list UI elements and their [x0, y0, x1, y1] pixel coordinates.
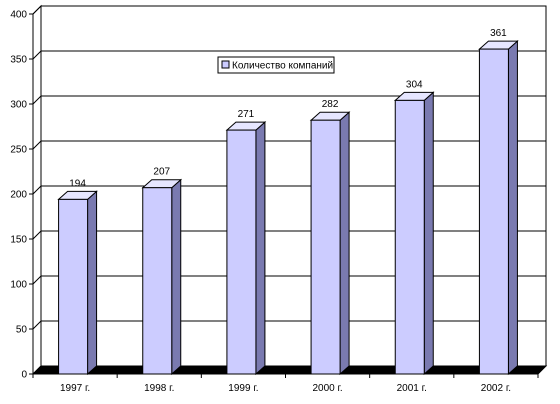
x-tick-label: 1997 г.	[60, 383, 90, 394]
legend-label: Количество компаний	[232, 61, 333, 72]
data-label: 194	[69, 178, 86, 189]
x-tick-label: 2001 г.	[397, 383, 427, 394]
bar	[478, 48, 509, 375]
x-tick-label: 2000 г.	[312, 383, 342, 394]
y-tick-label: 200	[10, 190, 27, 201]
bar-side	[507, 39, 518, 376]
x-tick-label: 1998 г.	[144, 383, 174, 394]
gridline	[32, 5, 546, 15]
bar-side	[87, 190, 98, 376]
gridline	[32, 320, 546, 330]
data-label: 304	[406, 79, 423, 90]
y-tick-label: 150	[10, 235, 27, 246]
data-label: 361	[490, 28, 507, 39]
bar-side	[423, 91, 434, 376]
gridline	[32, 275, 546, 285]
chart-floor	[31, 365, 548, 375]
y-tick-label: 100	[10, 280, 27, 291]
bar	[58, 198, 89, 375]
bar	[394, 99, 425, 375]
y-tick-label: 0	[21, 370, 27, 381]
bar	[310, 119, 341, 375]
data-label: 207	[153, 167, 170, 178]
bar	[142, 187, 173, 375]
gridline	[32, 230, 546, 240]
x-tick-label: 1999 г.	[228, 383, 258, 394]
data-label: 282	[322, 99, 339, 110]
gridline	[32, 95, 546, 105]
y-tick-label: 400	[10, 10, 27, 21]
bar	[226, 129, 257, 375]
gridline	[32, 185, 546, 195]
y-tick-label: 250	[10, 145, 27, 156]
bar-side	[255, 120, 266, 376]
y-tick-label: 350	[10, 55, 27, 66]
gridline	[32, 50, 546, 60]
bar-side	[339, 111, 350, 376]
data-label: 271	[238, 109, 255, 120]
y-tick-label: 50	[16, 325, 28, 336]
gridline	[32, 140, 546, 150]
legend-swatch	[221, 60, 230, 69]
y-tick-label: 300	[10, 100, 27, 111]
bar-side	[171, 178, 182, 376]
x-tick-label: 2002 г.	[481, 383, 511, 394]
legend-box	[217, 56, 335, 74]
